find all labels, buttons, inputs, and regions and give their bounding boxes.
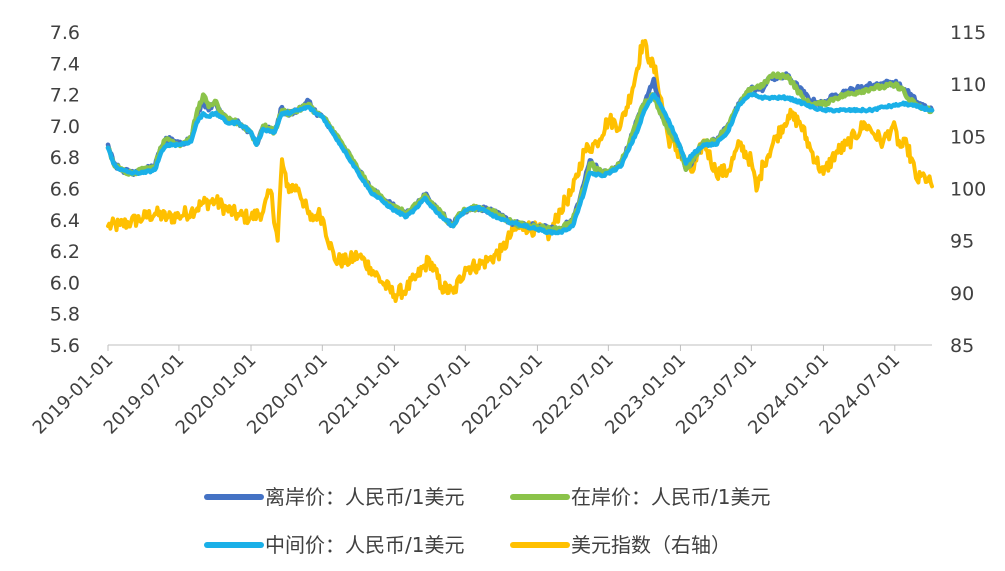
y-tick-label: 6.2 xyxy=(50,241,80,263)
y-tick-label: 6.8 xyxy=(50,147,80,169)
series-line-3 xyxy=(106,38,934,303)
y-tick-label: 7.4 xyxy=(50,53,80,75)
legend-label-3: 美元指数（右轴） xyxy=(571,533,731,557)
y2-tick-label: 95 xyxy=(950,231,974,253)
series-line-2 xyxy=(105,91,935,236)
y2-tick-label: 100 xyxy=(950,179,986,201)
legend-label-1: 在岸价：人民币/1美元 xyxy=(571,485,770,509)
y2-tick-label: 105 xyxy=(950,126,986,148)
legend-label-0: 离岸价：人民币/1美元 xyxy=(265,485,464,509)
axis-layer: 5.6 5.8 6.0 6.2 6.4 6.6 6.8 7.0 7.2 7.4 7.6 85 90 95 1… xyxy=(29,22,987,439)
y-tick-label: 6.0 xyxy=(50,272,80,294)
y-tick-label: 6.6 xyxy=(50,179,80,201)
legend-label-2: 中间价：人民币/1美元 xyxy=(265,533,464,557)
y-tick-label: 6.4 xyxy=(50,210,80,232)
y2-tick-label: 110 xyxy=(950,74,986,96)
y2-tick-label: 115 xyxy=(950,22,986,44)
y-tick-label: 7.6 xyxy=(50,22,80,44)
y2-tick-label: 85 xyxy=(950,335,974,357)
series-layer xyxy=(105,38,935,303)
y-tick-label: 5.6 xyxy=(50,335,80,357)
y2-tick-label: 90 xyxy=(950,283,974,305)
y-tick-label: 7.0 xyxy=(50,116,80,138)
y-tick-label: 7.2 xyxy=(50,85,80,107)
y-tick-label: 5.8 xyxy=(50,304,80,326)
